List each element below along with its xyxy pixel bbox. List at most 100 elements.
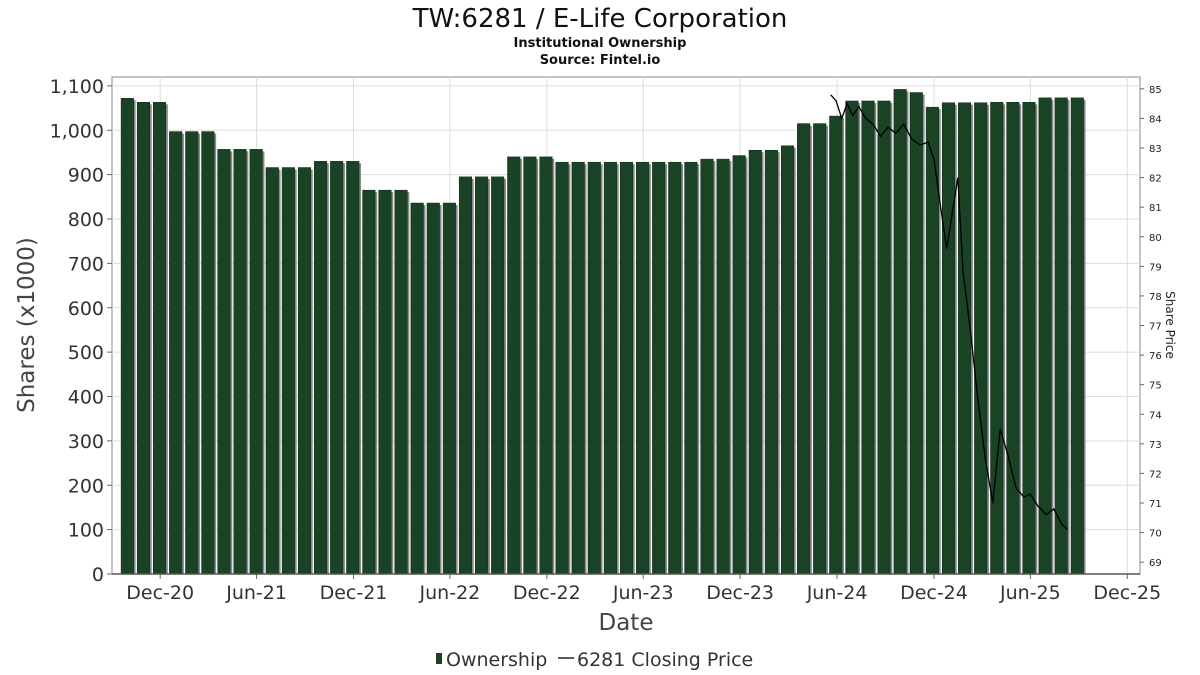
y-right-tick-label: 81 [1149, 203, 1162, 214]
y-right-tick-label: 85 [1149, 85, 1162, 96]
ownership-bar [169, 131, 183, 575]
y-tick-label: 400 [68, 387, 104, 409]
y-right-tick-label: 76 [1149, 351, 1162, 362]
ownership-bar [201, 131, 215, 575]
x-axis-label: Date [599, 610, 654, 636]
y-axis-left: 0 100 200 300 400 500 600 700 800 900 1,000 1,100 [50, 76, 112, 586]
chart-subtitle: Institutional Ownership [514, 36, 687, 51]
ownership-bar [346, 161, 360, 575]
ownership-bar [555, 161, 569, 575]
y-right-tick-label: 70 [1149, 529, 1162, 540]
x-tick-label: Dec-25 [1093, 582, 1161, 604]
x-tick-label: Dec-24 [900, 582, 968, 604]
ownership-bar [217, 149, 231, 575]
price-series-line [830, 94, 1068, 531]
ownership-bar [716, 158, 730, 575]
ownership-bar [974, 102, 988, 575]
ownership-bar [1054, 97, 1068, 575]
y-right-tick-label: 79 [1149, 262, 1162, 273]
y-right-tick-label: 73 [1149, 440, 1162, 451]
ownership-bar [249, 149, 263, 575]
y-right-tick-label: 78 [1149, 292, 1162, 303]
ownership-bar [1022, 102, 1036, 575]
y-tick-label: 800 [68, 209, 104, 231]
ownership-bar [571, 161, 585, 575]
y-axis-right-label: Share Price [1163, 291, 1177, 359]
ownership-bar [185, 131, 199, 575]
ownership-bar [410, 202, 424, 575]
y-right-tick-label: 75 [1149, 381, 1162, 392]
ownership-bar [1070, 97, 1084, 575]
ownership-bar [491, 176, 505, 575]
y-tick-label: 500 [68, 342, 104, 364]
ownership-bar [539, 156, 553, 575]
y-right-tick-label: 72 [1149, 469, 1162, 480]
ownership-bar [941, 102, 956, 575]
ownership-bar [764, 149, 778, 575]
y-right-tick-label: 69 [1149, 558, 1162, 569]
x-tick-label: Jun-23 [612, 582, 674, 604]
x-tick-label: Dec-22 [513, 582, 581, 604]
x-tick-label: Jun-21 [225, 582, 287, 604]
ownership-bar [330, 161, 344, 575]
y-right-tick-label: 83 [1149, 144, 1162, 155]
y-tick-label: 700 [68, 253, 104, 275]
y-tick-label: 600 [68, 298, 104, 320]
y-tick-label: 1,100 [50, 76, 104, 98]
x-axis: Dec-20 Jun-21 Dec-21 Jun-22 Dec-22 Jun-23 Dec-… [112, 573, 1161, 604]
ownership-bar [909, 92, 923, 575]
ownership-bar [233, 149, 247, 575]
y-right-tick-label: 77 [1149, 322, 1162, 333]
ownership-bar [619, 161, 634, 575]
y-right-tick-label: 74 [1149, 410, 1162, 421]
ownership-bar [281, 167, 295, 575]
chart-source: Source: Fintel.io [540, 53, 661, 68]
ownership-bar [877, 100, 891, 575]
ownership-bar [458, 176, 473, 575]
ownership-bar [861, 100, 875, 575]
y-right-tick-label: 80 [1149, 233, 1162, 244]
y-right-tick-label: 71 [1149, 499, 1162, 510]
legend-label-price: 6281 Closing Price [577, 649, 753, 671]
x-tick-label: Jun-24 [806, 582, 868, 604]
ownership-bar [668, 161, 682, 575]
ownership-bar [153, 102, 167, 575]
legend-label-ownership: Ownership [446, 649, 547, 671]
ownership-bar [1038, 97, 1052, 575]
ownership-bar [603, 161, 617, 575]
ownership-bar [652, 161, 666, 575]
ownership-bar [829, 115, 843, 575]
y-tick-label: 100 [68, 520, 104, 542]
y-right-tick-label: 82 [1149, 174, 1162, 185]
x-tick-label: Jun-25 [999, 582, 1061, 604]
ownership-bar [426, 202, 440, 575]
y-right-tick-label: 84 [1149, 114, 1162, 125]
ownership-bar [797, 123, 811, 575]
x-tick-label: Dec-23 [706, 582, 774, 604]
ownership-bar [780, 145, 795, 575]
legend-swatch-ownership [436, 653, 442, 664]
ownership-bar [297, 167, 311, 575]
ownership-bar [700, 158, 714, 575]
x-tick-label: Dec-20 [126, 582, 194, 604]
ownership-bar [587, 161, 601, 575]
ownership-bar [394, 189, 408, 575]
ownership-bar [1006, 102, 1020, 575]
x-tick-label: Dec-21 [320, 582, 388, 604]
ownership-bar [893, 89, 907, 575]
price-line [830, 94, 1068, 531]
legend: Ownership 6281 Closing Price [436, 649, 753, 671]
y-tick-label: 1,000 [50, 120, 104, 142]
ownership-bar [136, 102, 150, 575]
ownership-bar [813, 123, 827, 575]
ownership-bars [120, 89, 1086, 575]
ownership-bar [507, 156, 521, 575]
ownership-bar [523, 156, 537, 575]
ownership-bar [265, 167, 279, 575]
x-tick-label: Jun-22 [419, 582, 481, 604]
ownership-bar [120, 98, 134, 575]
y-axis-right: 69 70 71 72 73 74 75 76 77 78 79 80 81 82 83 84 85 [1140, 85, 1162, 569]
ownership-bar [845, 100, 859, 575]
ownership-bar [475, 176, 489, 575]
